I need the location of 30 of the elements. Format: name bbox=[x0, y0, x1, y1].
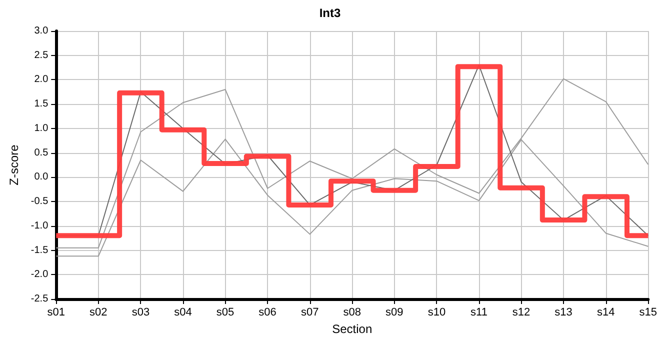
chart-title: Int3 bbox=[319, 6, 341, 20]
x-tick-label: s09 bbox=[386, 306, 404, 318]
y-tick-label: -1.5 bbox=[30, 244, 49, 256]
x-tick-label: s15 bbox=[639, 306, 658, 318]
y-tick-label: -0.5 bbox=[30, 196, 49, 208]
x-tick-label: s11 bbox=[470, 306, 488, 318]
y-tick-label: 0.0 bbox=[34, 172, 49, 183]
x-tick-label: s04 bbox=[174, 306, 192, 318]
y-axis-title: Z-score bbox=[7, 144, 21, 186]
y-tick-label: -1.0 bbox=[30, 220, 49, 232]
y-tick-label: 2.5 bbox=[34, 50, 49, 61]
x-tick-label: s14 bbox=[596, 306, 615, 318]
x-tick-label: s05 bbox=[216, 306, 234, 318]
x-tick-label: s10 bbox=[428, 306, 446, 318]
x-tick-label: s06 bbox=[258, 306, 276, 318]
x-tick-label: s13 bbox=[554, 306, 572, 318]
y-tick-label: 1.0 bbox=[34, 122, 49, 134]
x-tick-label: s12 bbox=[512, 306, 530, 318]
x-tick-label: s02 bbox=[90, 306, 108, 318]
y-tick-label: 3.0 bbox=[34, 26, 49, 36]
y-tick-label: -2.5 bbox=[30, 294, 49, 304]
y-tick-label: -2.0 bbox=[30, 269, 49, 280]
x-axis-title: Section bbox=[332, 322, 372, 336]
x-tick-label: s03 bbox=[132, 306, 150, 318]
y-tick-label: 0.5 bbox=[34, 147, 49, 158]
y-tick-label: 2.0 bbox=[34, 74, 49, 86]
x-tick-label: s01 bbox=[47, 306, 66, 318]
x-tick-label: s08 bbox=[343, 306, 362, 318]
x-tick-label: s07 bbox=[300, 306, 319, 318]
y-tick-label: 1.5 bbox=[34, 98, 49, 110]
